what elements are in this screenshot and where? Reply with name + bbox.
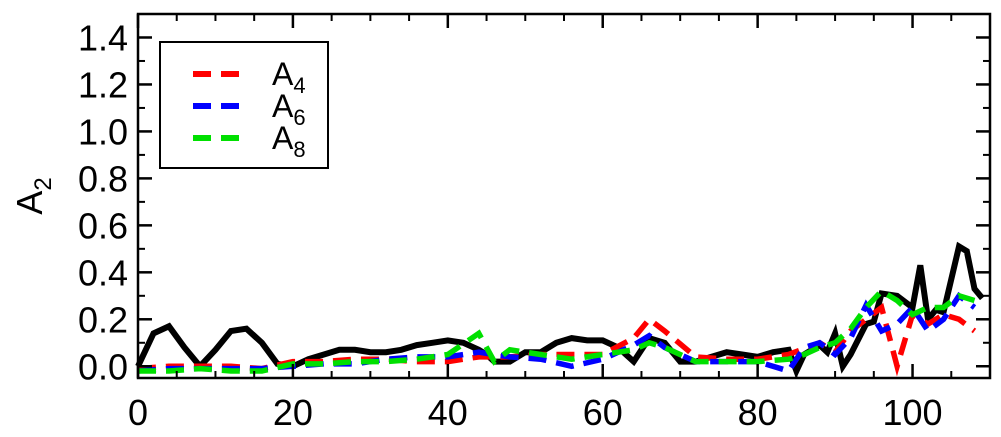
legend-label-base: A (272, 88, 294, 124)
x-tick-label: 60 (583, 392, 623, 433)
x-tick-label: 0 (128, 392, 148, 433)
x-tick-label: 20 (273, 392, 313, 433)
y-axis-title-base: A (9, 191, 50, 215)
legend-label-subscript: 8 (293, 137, 305, 162)
y-tick-label: 1.4 (78, 17, 128, 58)
legend-box (159, 41, 329, 169)
y-tick-label: 1.2 (78, 64, 128, 105)
legend-label-base: A (272, 120, 294, 156)
legend-label-subscript: 6 (293, 105, 305, 130)
legend-label-subscript: 4 (293, 73, 305, 98)
legend-label-0: A4 (272, 56, 306, 98)
x-tick-label: 80 (738, 392, 778, 433)
series-line-3 (138, 287, 976, 374)
y-tick-label: 0.2 (78, 299, 128, 340)
x-tick-label: 40 (428, 392, 468, 433)
y-tick-label: 0.8 (78, 158, 128, 199)
y-tick-label: 0.4 (78, 252, 128, 293)
y-axis-label: A2 (9, 177, 57, 214)
y-axis: 0.0 0.2 0.4 0.6 0.8 1.0 1.2 1.4 (78, 17, 990, 387)
legend-label-base: A (272, 56, 294, 92)
x-axis: 0 20 40 60 80 100 (128, 14, 953, 433)
y-tick-label: 0.0 (78, 346, 128, 387)
y-tick-label: 0.6 (78, 205, 128, 246)
legend-label-1: A6 (272, 88, 306, 130)
y-axis-title-subscript: 2 (30, 177, 57, 190)
y-tick-label: 1.0 (78, 111, 128, 152)
series-layer (135, 241, 985, 379)
x-tick-label: 100 (883, 392, 943, 433)
y-axis-title: A2 (9, 177, 57, 214)
legend-label-2: A8 (272, 120, 306, 162)
